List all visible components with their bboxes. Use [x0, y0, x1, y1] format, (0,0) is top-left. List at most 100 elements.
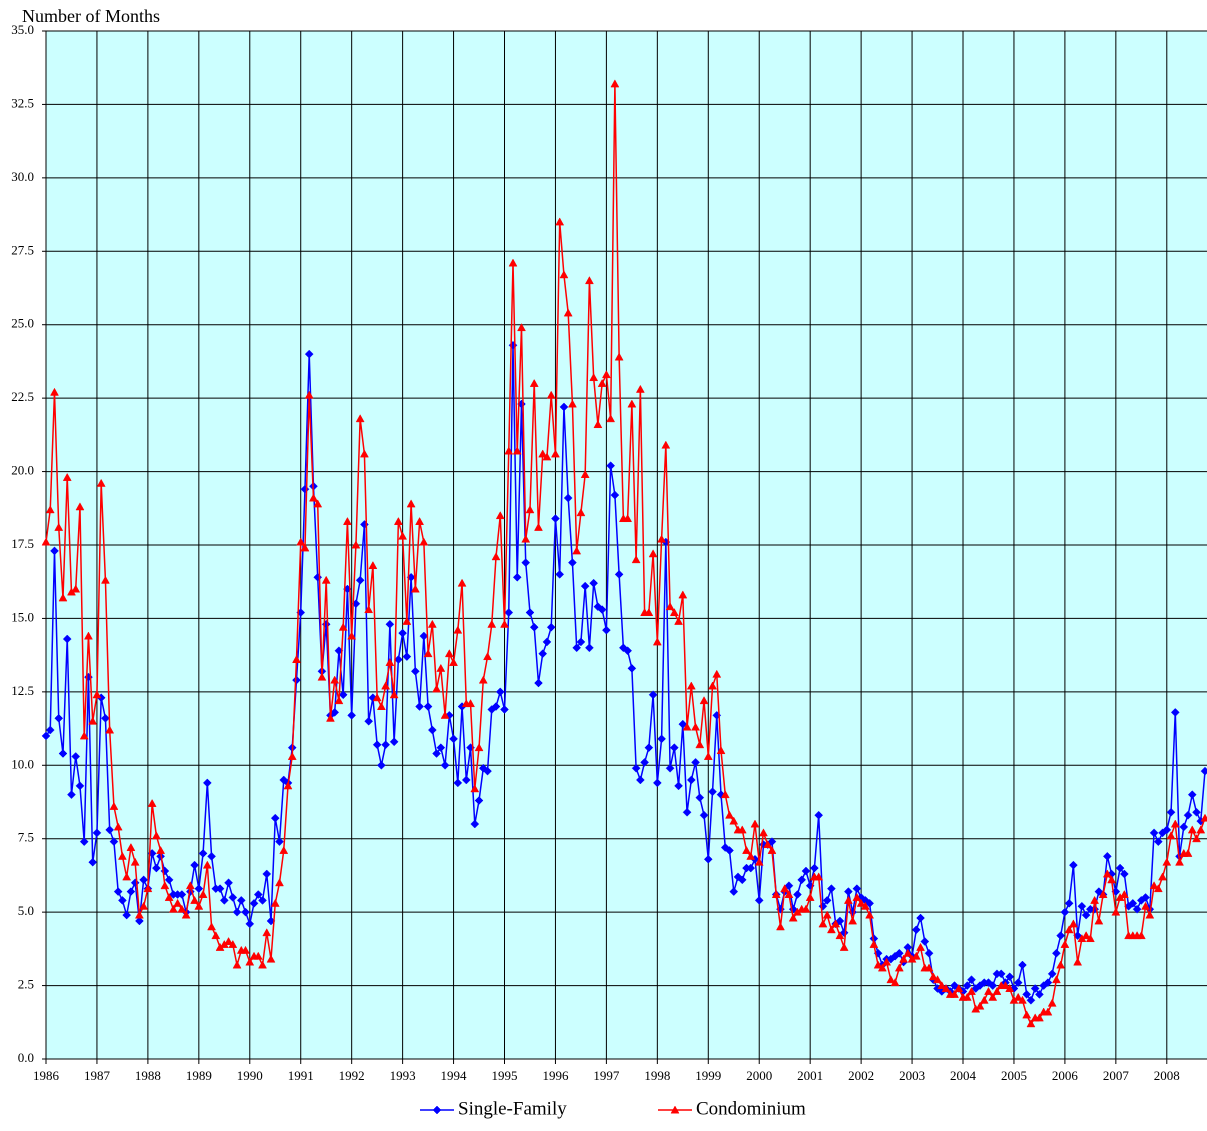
data-point	[899, 954, 908, 963]
data-point	[1115, 863, 1125, 873]
data-point	[801, 866, 811, 876]
data-point	[627, 664, 637, 673]
data-point	[245, 957, 255, 966]
data-point	[606, 414, 616, 423]
data-point	[427, 619, 437, 628]
data-point	[657, 534, 667, 543]
data-point	[962, 992, 972, 1001]
data-point	[848, 916, 858, 925]
data-point	[338, 690, 348, 700]
data-point	[784, 881, 794, 891]
data-point	[831, 919, 841, 928]
data-point	[283, 781, 293, 790]
data-point	[113, 822, 123, 831]
data-point	[241, 907, 250, 917]
data-point	[992, 986, 1002, 995]
data-point	[41, 537, 51, 546]
data-point	[474, 743, 484, 752]
data-point	[810, 863, 819, 873]
data-point	[640, 757, 649, 767]
data-point	[164, 875, 174, 885]
data-point	[1145, 910, 1155, 919]
data-point	[79, 837, 89, 847]
y-tick-label: 35.0	[11, 22, 34, 37]
data-point	[1068, 919, 1078, 928]
data-point	[916, 913, 925, 923]
data-point	[139, 901, 149, 910]
data-point	[101, 713, 110, 723]
data-point	[135, 916, 144, 926]
data-point	[1166, 831, 1176, 840]
data-point	[483, 652, 492, 661]
data-point	[355, 414, 365, 423]
data-point	[1064, 898, 1074, 908]
data-point	[262, 928, 272, 937]
data-point	[967, 975, 976, 985]
data-point	[712, 669, 722, 678]
data-point	[585, 643, 594, 653]
data-point	[478, 675, 488, 684]
data-point	[1103, 851, 1112, 861]
data-point	[419, 631, 429, 641]
data-point	[699, 696, 709, 705]
data-point	[856, 898, 866, 907]
data-point	[54, 713, 64, 723]
y-tick-label: 27.5	[11, 242, 34, 257]
data-point	[321, 575, 331, 584]
data-point	[275, 878, 284, 887]
x-tick-label: 2004	[950, 1068, 977, 1083]
data-point	[1094, 916, 1104, 925]
data-point	[194, 901, 204, 910]
data-point	[805, 892, 815, 901]
data-point	[1098, 890, 1108, 898]
data-point	[449, 657, 458, 666]
data-point	[1162, 825, 1172, 835]
data-point	[1111, 907, 1121, 916]
data-point	[372, 693, 382, 702]
data-point	[669, 743, 679, 753]
data-point	[1052, 948, 1061, 958]
data-point	[207, 922, 216, 931]
data-point	[759, 828, 768, 837]
data-point	[686, 681, 696, 690]
data-point	[742, 845, 751, 854]
x-tick-label: 1988	[135, 1068, 161, 1083]
data-point	[623, 514, 633, 523]
data-point	[1013, 978, 1023, 987]
data-point	[979, 995, 989, 1004]
data-point	[746, 851, 756, 860]
data-point	[852, 884, 862, 893]
data-point	[279, 845, 289, 854]
data-point	[71, 752, 81, 761]
data-point	[109, 837, 119, 847]
data-point	[873, 960, 883, 969]
data-point	[347, 711, 357, 720]
data-point	[495, 511, 505, 520]
data-point	[1056, 960, 1066, 969]
data-point	[563, 493, 573, 503]
data-point	[708, 787, 717, 797]
data-point	[309, 493, 318, 502]
data-point	[270, 813, 280, 823]
data-point	[822, 910, 832, 919]
data-point	[826, 925, 836, 934]
data-point	[470, 819, 480, 829]
data-point	[916, 942, 925, 951]
data-point	[962, 981, 972, 990]
data-point	[686, 775, 696, 785]
data-point	[219, 896, 229, 905]
y-tick-label: 2.5	[18, 977, 34, 992]
data-point	[950, 989, 959, 998]
data-point	[440, 760, 450, 770]
data-point	[398, 531, 408, 540]
data-point	[402, 652, 412, 661]
data-point	[576, 637, 586, 647]
data-point	[58, 593, 68, 602]
data-point	[780, 884, 790, 893]
data-point	[118, 896, 127, 905]
data-point	[75, 502, 85, 511]
data-point	[84, 631, 93, 640]
data-point	[767, 837, 777, 847]
